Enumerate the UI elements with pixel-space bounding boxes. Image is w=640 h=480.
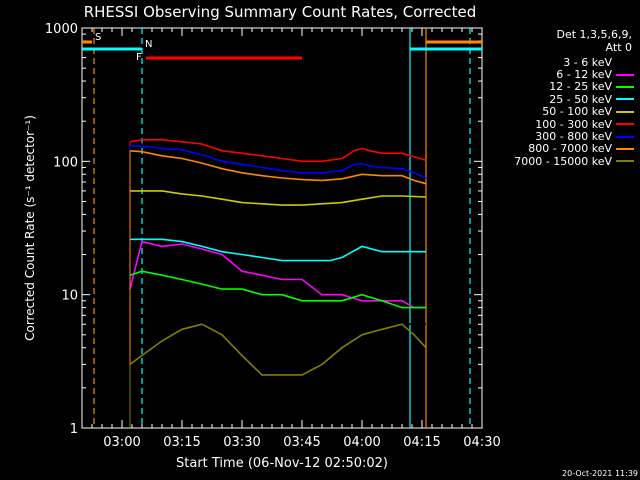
y-axis: 1 10 100 1000 (45, 22, 482, 437)
x-tick-label: 04:30 (463, 435, 500, 450)
x-tick-label: 03:00 (103, 435, 140, 450)
legend-swatch (616, 110, 634, 113)
legend-swatch (616, 73, 634, 76)
flag-label: F (136, 52, 142, 63)
series-line-8 (129, 323, 427, 376)
legend-entry: 6 - 12 keV (484, 68, 634, 82)
x-tick-label: 04:00 (343, 435, 380, 450)
legend-entry-label: 6 - 12 keV (556, 68, 612, 82)
x-tick-label: 03:45 (283, 435, 320, 450)
flag-label: N (145, 39, 152, 50)
legend-entry: 3 - 6 keV (484, 55, 634, 69)
legend-entry-label: 7000 - 15000 keV (514, 154, 612, 168)
x-axis-label: Start Time (06-Nov-12 02:50:02) (176, 456, 388, 471)
footer-date: 20-Oct-2021 11:39 (562, 469, 638, 478)
legend-swatch (616, 98, 634, 101)
legend-swatch (616, 135, 634, 138)
y-axis-label: Corrected Count Rate (s⁻¹ detector⁻¹) (23, 115, 37, 341)
series-line-3 (130, 238, 426, 262)
series-line-5 (129, 139, 427, 163)
series-line-7 (129, 150, 427, 185)
chart-title: RHESSI Observing Summary Count Rates, Co… (84, 3, 477, 21)
legend-entry-label: 50 - 100 keV (542, 105, 612, 119)
legend-swatch (616, 123, 634, 126)
legend-entry-label: 100 - 300 keV (535, 117, 612, 131)
legend-entry: 50 - 100 keV (484, 105, 634, 119)
series-line-2 (129, 270, 426, 309)
legend-entry-label: 3 - 6 keV (563, 55, 612, 69)
vertical-markers (93, 28, 471, 428)
legend-entry: 800 - 7000 keV (484, 142, 634, 156)
data-series (129, 139, 427, 428)
legend-entry-label: 25 - 50 keV (549, 92, 612, 106)
legend-entry: 100 - 300 keV (484, 117, 634, 131)
x-axis: 03:00 03:15 03:30 03:45 04:00 04:15 04:30 (81, 28, 501, 450)
flag-label: S (95, 32, 101, 43)
series-line-1 (129, 240, 426, 309)
series-line-0 (129, 141, 426, 326)
x-tick-label: 03:30 (223, 435, 260, 450)
legend: Det 1,3,5,6,9, Att 0 3 - 6 keV 6 - 12 keV… (484, 28, 634, 168)
x-tick-label: 03:15 (163, 435, 200, 450)
legend-entry-label: 300 - 800 keV (535, 130, 612, 144)
legend-entry: 7000 - 15000 keV (484, 154, 634, 168)
y-tick-label: 1 (70, 422, 78, 437)
legend-title-line-2: Att 0 (605, 41, 632, 54)
x-tick-label: 04:15 (403, 435, 440, 450)
y-tick-label: 1000 (45, 22, 78, 37)
legend-entry: 25 - 50 keV (484, 92, 634, 106)
y-tick-label: 100 (53, 155, 78, 170)
series-line-4 (130, 190, 427, 206)
series-line-6 (130, 145, 427, 179)
legend-swatch (616, 85, 634, 88)
legend-entry: 12 - 25 keV (484, 80, 634, 94)
legend-swatch (616, 160, 634, 163)
y-tick-label: 10 (61, 289, 78, 304)
flag-bars: S NF (82, 32, 482, 63)
legend-entry-label: 800 - 7000 keV (528, 142, 612, 156)
legend-swatch (616, 147, 634, 150)
legend-title-line-1: Det 1,3,5,6,9, (556, 28, 632, 41)
legend-swatch (616, 61, 634, 64)
legend-entry: 300 - 800 keV (484, 130, 634, 144)
legend-entry-label: 12 - 25 keV (549, 80, 612, 94)
